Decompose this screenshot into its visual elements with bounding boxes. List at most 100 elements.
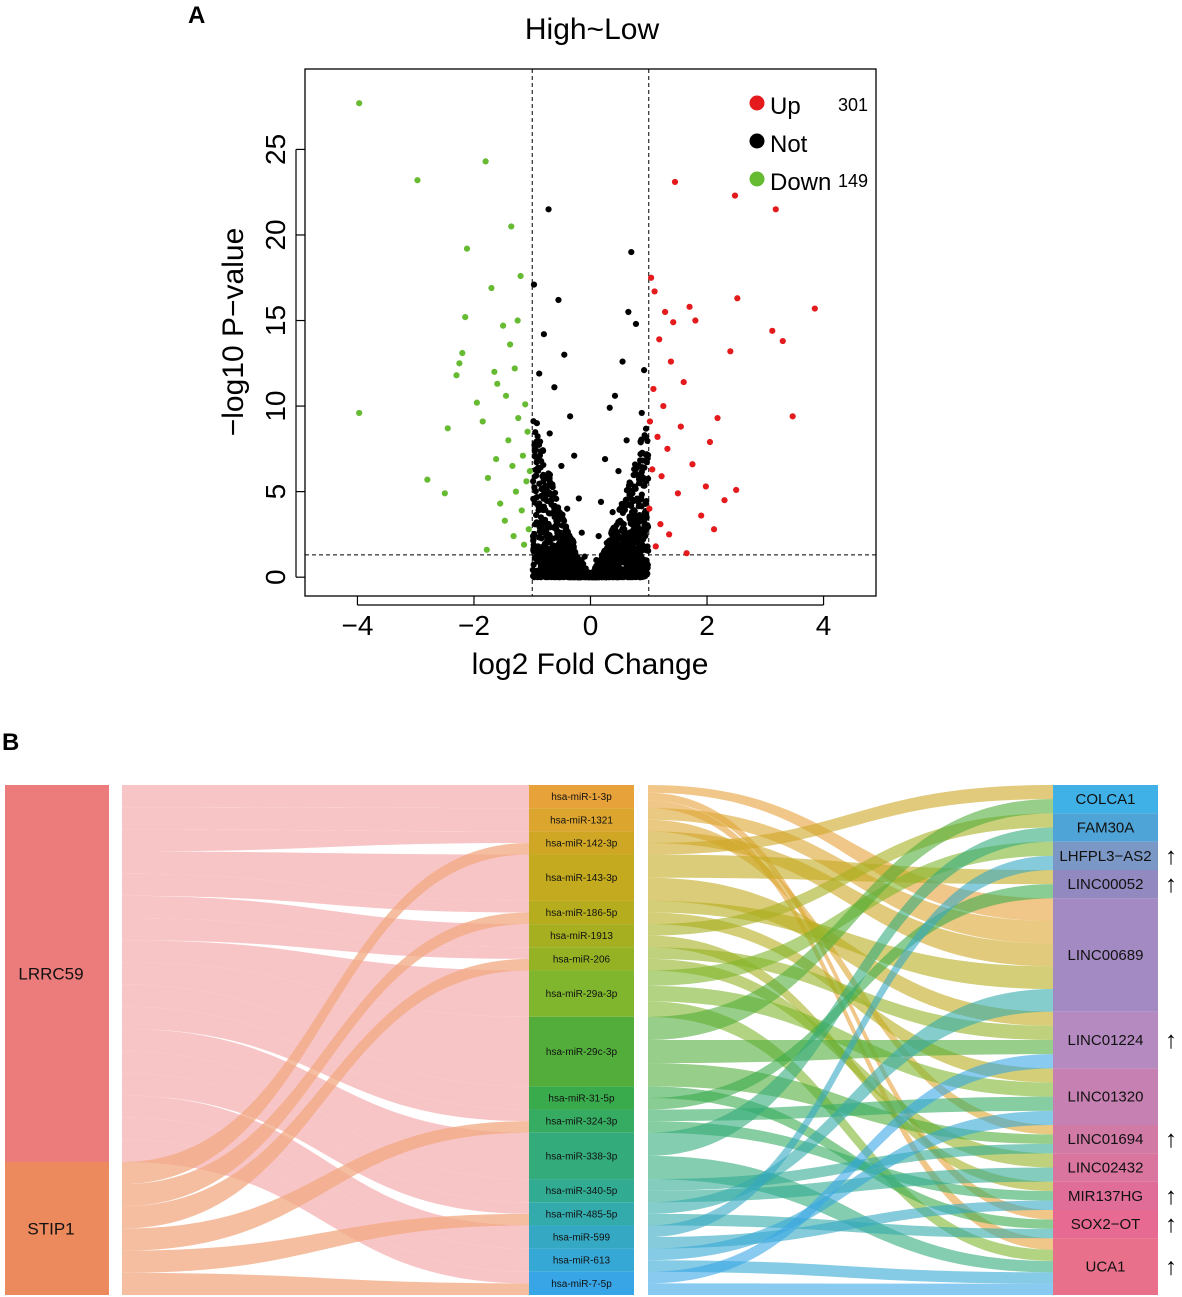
point-up bbox=[769, 327, 776, 334]
point-not-dense bbox=[611, 560, 618, 567]
point-up bbox=[686, 303, 693, 310]
legend-marker-not bbox=[749, 133, 765, 149]
node-label-lncrna: LINC00689 bbox=[1068, 947, 1144, 964]
node-mirna bbox=[529, 1248, 634, 1272]
point-not-dense bbox=[629, 571, 636, 579]
point-up bbox=[772, 206, 779, 213]
point-up bbox=[664, 445, 671, 452]
point-up bbox=[710, 526, 718, 533]
point-not-dense bbox=[629, 498, 637, 505]
node-mirna bbox=[529, 947, 634, 971]
point-not-dense bbox=[644, 570, 651, 577]
x-tick-label: 2 bbox=[699, 610, 715, 641]
point-not-dense bbox=[566, 532, 573, 539]
point-not bbox=[575, 495, 582, 502]
panel-label-b: B bbox=[2, 729, 20, 756]
flow-mirna-lncrna bbox=[648, 900, 1053, 989]
flow-mirna-lncrna bbox=[648, 813, 1053, 936]
point-not bbox=[595, 533, 602, 540]
flow-gene-mirna bbox=[122, 962, 529, 1087]
point-not bbox=[567, 413, 574, 420]
point-up bbox=[658, 473, 665, 480]
point-down bbox=[501, 517, 508, 524]
point-not bbox=[558, 462, 565, 470]
point-not bbox=[628, 248, 635, 256]
point-down bbox=[463, 245, 471, 252]
point-not bbox=[543, 486, 550, 494]
point-up bbox=[698, 512, 705, 519]
point-not-dense bbox=[627, 520, 634, 527]
point-not-dense bbox=[547, 535, 554, 542]
node-lrrc59 bbox=[5, 785, 109, 1162]
flow-gene-mirna bbox=[122, 829, 529, 852]
flow-gene-mirna bbox=[122, 842, 529, 1185]
point-down bbox=[508, 223, 515, 230]
point-not-dense bbox=[533, 459, 540, 466]
point-not bbox=[641, 367, 648, 374]
flow-mirna-lncrna bbox=[648, 1054, 1053, 1284]
node-lncrna bbox=[1053, 870, 1158, 899]
point-up bbox=[646, 418, 654, 425]
point-not bbox=[597, 498, 605, 505]
point-not-dense bbox=[530, 536, 537, 543]
flow-mirna-lncrna bbox=[648, 958, 1053, 1168]
point-not-dense bbox=[630, 510, 637, 517]
x-tick-label: −2 bbox=[458, 610, 490, 641]
flow-gene-mirna bbox=[122, 1117, 529, 1272]
point-not-dense bbox=[618, 574, 625, 581]
point-not-dense bbox=[538, 548, 545, 555]
point-down bbox=[444, 425, 451, 432]
node-label-mirna: hsa-miR-186-5p bbox=[546, 908, 618, 919]
point-not-dense bbox=[610, 524, 617, 531]
point-up bbox=[714, 414, 721, 422]
flow-gene-mirna bbox=[122, 1051, 529, 1203]
flow-mirna-lncrna bbox=[648, 1260, 1053, 1284]
point-not-dense bbox=[531, 448, 538, 455]
node-label-lncrna: UCA1 bbox=[1085, 1259, 1125, 1276]
node-mirna bbox=[529, 1086, 634, 1110]
node-label-lncrna: LINC02432 bbox=[1068, 1160, 1144, 1177]
node-label-lncrna: LINC01320 bbox=[1068, 1089, 1144, 1106]
node-label-lrrc59: LRRC59 bbox=[18, 964, 83, 983]
point-not bbox=[532, 473, 539, 480]
flow-mirna-lncrna bbox=[648, 800, 1053, 1250]
point-down bbox=[356, 100, 363, 107]
point-down bbox=[512, 488, 520, 495]
point-up bbox=[706, 438, 714, 446]
point-down bbox=[502, 392, 510, 399]
point-not bbox=[615, 467, 622, 475]
legend-label-not: Not bbox=[770, 131, 808, 158]
point-up bbox=[671, 178, 679, 186]
point-not-dense bbox=[639, 457, 646, 464]
point-not-dense bbox=[624, 536, 631, 543]
point-not bbox=[638, 409, 645, 417]
node-label-mirna: hsa-miR-338-3p bbox=[546, 1151, 618, 1162]
point-down bbox=[482, 158, 489, 165]
point-not bbox=[635, 517, 642, 524]
point-not-dense bbox=[624, 558, 631, 565]
point-not-dense bbox=[540, 478, 547, 485]
point-up bbox=[731, 192, 739, 199]
point-down bbox=[356, 409, 363, 417]
node-mirna bbox=[529, 831, 634, 855]
point-up bbox=[670, 319, 677, 326]
point-not-dense bbox=[632, 485, 639, 492]
point-not bbox=[587, 572, 594, 579]
up-arrow-marker: ↑ bbox=[1165, 1126, 1177, 1153]
point-not-dense bbox=[540, 503, 548, 510]
point-down bbox=[494, 380, 501, 387]
node-lncrna bbox=[1053, 1181, 1158, 1210]
node-mirna bbox=[529, 808, 634, 832]
point-not-dense bbox=[643, 513, 650, 520]
point-not-dense bbox=[617, 519, 624, 526]
point-not-dense bbox=[642, 425, 650, 432]
node-lncrna bbox=[1053, 1210, 1158, 1239]
legend-count-up: 301 bbox=[838, 95, 868, 115]
point-not-dense bbox=[533, 494, 540, 501]
node-mirna bbox=[529, 785, 634, 809]
point-up bbox=[647, 274, 655, 281]
point-down bbox=[441, 490, 448, 497]
point-not-dense bbox=[637, 473, 644, 480]
node-mirna bbox=[529, 900, 634, 925]
point-not-dense bbox=[627, 531, 634, 538]
